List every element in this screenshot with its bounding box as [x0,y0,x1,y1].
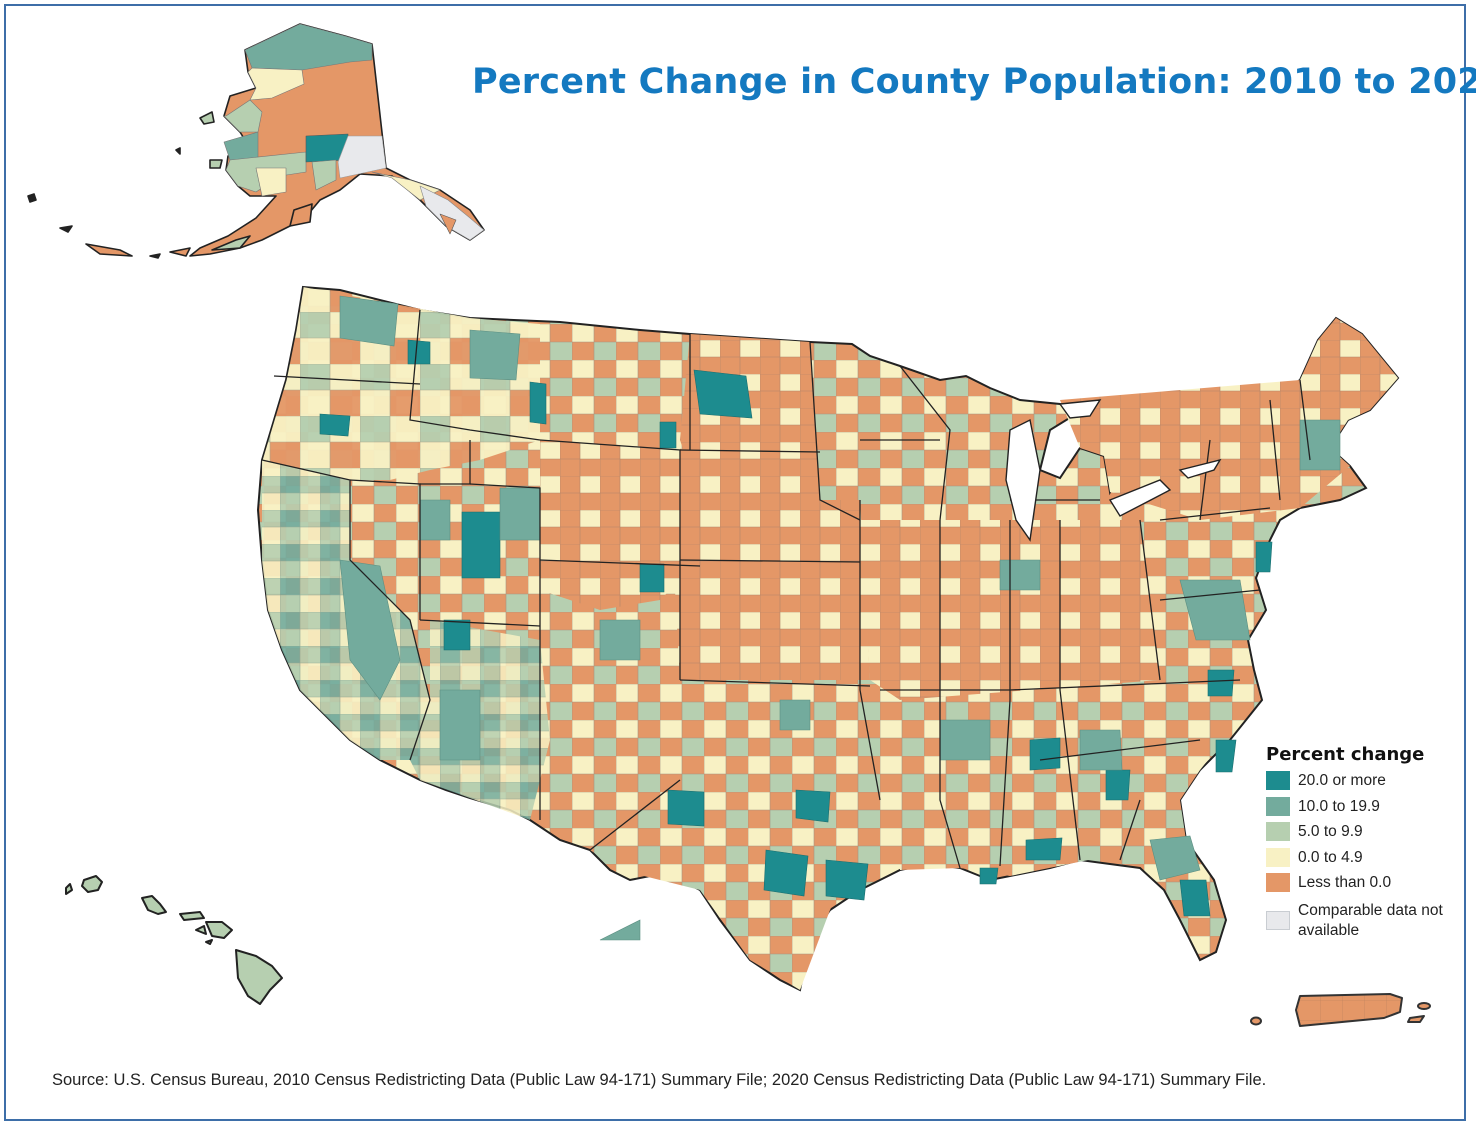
legend-label: 10.0 to 19.9 [1298,797,1380,815]
legend-label: Less than 0.0 [1298,874,1392,891]
source-note: Source: U.S. Census Bureau, 2010 Census … [52,1071,1267,1089]
hawaii-inset [65,875,283,1005]
legend-swatch [1266,847,1290,867]
legend: Percent change 20.0 or more 10.0 to 19.9… [1266,744,1456,945]
great-lakes [1005,399,1222,542]
state-borders [261,286,1311,869]
puerto-rico-inset [1250,993,1431,1027]
legend-swatch [1266,873,1290,892]
legend-swatch [1266,771,1290,790]
legend-label: 5.0 to 9.9 [1298,823,1363,840]
map-title: Percent Change in County Population: 201… [472,62,1476,102]
high-growth-counties [319,339,1273,917]
legend-swatch [1266,910,1290,930]
legend-item-5-to-9: 5.0 to 9.9 [1266,822,1456,848]
legend-title: Percent change [1266,744,1425,765]
legend-item-0-to-4: 0.0 to 4.9 [1266,847,1456,874]
alaska-inset [27,23,485,259]
legend-item-10-to-19: 10.0 to 19.9 [1266,796,1456,823]
contiguous-us [256,285,1400,992]
legend-label: 0.0 to 4.9 [1298,848,1363,866]
legend-item-20-plus: 20.0 or more [1266,771,1456,797]
legend-item-not-available: Comparable data not available [1266,901,1456,945]
legend-item-negative: Less than 0.0 [1266,873,1456,899]
legend-label: Comparable data not available [1298,901,1443,939]
legend-swatch [1266,822,1290,841]
legend-label: 20.0 or more [1298,772,1386,789]
legend-swatch [1266,796,1290,816]
